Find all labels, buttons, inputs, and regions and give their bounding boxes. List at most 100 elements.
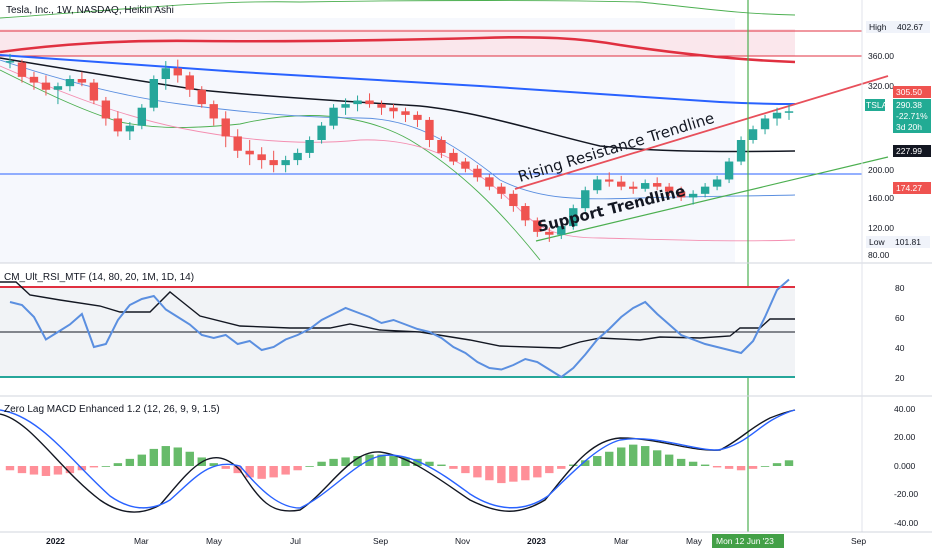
- candle-body[interactable]: [281, 160, 290, 166]
- time-label: 2022: [46, 536, 65, 546]
- rsi-pane[interactable]: CM_Ult_RSI_MTF (14, 80, 20, 1M, 1D, 14) …: [0, 272, 905, 383]
- candle-body[interactable]: [736, 140, 746, 162]
- level-value: 174.27: [896, 183, 922, 193]
- macd-hist-bar: [688, 461, 698, 466]
- candle-body[interactable]: [581, 190, 590, 209]
- candle-body[interactable]: [341, 104, 350, 108]
- support-trendline[interactable]: [535, 156, 889, 242]
- lower-envelope-pink: [0, 65, 796, 242]
- candle-body[interactable]: [485, 177, 494, 187]
- candle-body[interactable]: [113, 118, 123, 132]
- candle-body[interactable]: [221, 118, 230, 137]
- candle-body[interactable]: [257, 154, 266, 161]
- rsi-tick: 60: [895, 313, 905, 323]
- resistance-price-value: 305.50: [896, 87, 922, 97]
- macd-hist-bar: [245, 466, 254, 478]
- macd-tick: 0.000: [894, 461, 916, 471]
- candle-body[interactable]: [401, 111, 410, 115]
- candle-body[interactable]: [760, 118, 770, 130]
- candle-body[interactable]: [353, 100, 362, 105]
- candle-body[interactable]: [197, 89, 206, 105]
- rsi-tick: 80: [895, 283, 905, 293]
- candle-body[interactable]: [605, 179, 614, 182]
- candle-body[interactable]: [77, 79, 87, 83]
- candle-body[interactable]: [89, 82, 99, 101]
- candle-body[interactable]: [425, 119, 434, 140]
- candle-body[interactable]: [29, 76, 39, 83]
- candle-body[interactable]: [17, 62, 27, 77]
- macd-hist-bar: [125, 458, 135, 466]
- candle-body[interactable]: [557, 226, 566, 235]
- candle-body[interactable]: [617, 181, 626, 187]
- candle-body[interactable]: [473, 168, 482, 178]
- time-axis[interactable]: 2022 Mar May Jul Sep Nov 2023 Mar May Se…: [46, 534, 866, 548]
- candle-body[interactable]: [569, 208, 578, 227]
- candle-body[interactable]: [545, 231, 554, 235]
- resistance-trendline[interactable]: [514, 75, 889, 190]
- macd-hist-bar: [497, 466, 506, 484]
- candle-body[interactable]: [125, 125, 135, 132]
- symbol-tag-label: TSLA: [866, 100, 888, 110]
- candle-body[interactable]: [161, 68, 170, 79]
- candle-body[interactable]: [700, 186, 710, 194]
- candle-body[interactable]: [209, 104, 218, 119]
- candle-body[interactable]: [629, 186, 638, 189]
- candle-body[interactable]: [509, 193, 518, 207]
- candle-body[interactable]: [413, 114, 422, 120]
- candle-body[interactable]: [317, 125, 326, 140]
- candle-body[interactable]: [5, 61, 15, 63]
- macd-hist-bar: [5, 466, 15, 471]
- price-axis[interactable]: 360.00 320.00 200.00 160.00 120.00 80.00…: [865, 21, 931, 260]
- last-price-tag: [893, 99, 931, 133]
- candle-body[interactable]: [664, 186, 674, 192]
- candle-body[interactable]: [65, 79, 75, 87]
- candle-body[interactable]: [185, 75, 194, 90]
- candle-body[interactable]: [676, 191, 686, 198]
- candle-body[interactable]: [461, 161, 470, 169]
- candle-body[interactable]: [772, 112, 782, 119]
- macd-hist-bar: [461, 466, 470, 474]
- candle-body[interactable]: [365, 100, 374, 105]
- candle-body[interactable]: [377, 104, 386, 108]
- candle-body[interactable]: [640, 183, 650, 189]
- macd-hist-bar: [724, 466, 734, 469]
- candle-body[interactable]: [269, 160, 278, 166]
- candle-body[interactable]: [53, 86, 63, 90]
- candle-body[interactable]: [437, 140, 446, 153]
- candle-body[interactable]: [784, 111, 794, 113]
- candle-body[interactable]: [724, 161, 734, 180]
- candle-body[interactable]: [101, 100, 111, 119]
- candle-body[interactable]: [593, 179, 602, 191]
- macd-hist-bar: [748, 466, 758, 469]
- high-tag-label: High: [869, 22, 887, 32]
- macd-hist-bar: [772, 463, 782, 466]
- candle-body[interactable]: [712, 179, 722, 187]
- time-label: Nov: [455, 536, 471, 546]
- candle-body[interactable]: [688, 193, 698, 198]
- candle-body[interactable]: [245, 150, 254, 155]
- candle-body[interactable]: [41, 82, 51, 90]
- candle-body[interactable]: [305, 140, 314, 153]
- candle-body[interactable]: [748, 129, 758, 140]
- high-tag-value: 402.67: [897, 22, 923, 32]
- candle-body[interactable]: [137, 107, 147, 126]
- candle-body[interactable]: [233, 136, 242, 151]
- candle-body[interactable]: [173, 68, 182, 76]
- macd-pane[interactable]: Zero Lag MACD Enhanced 1.2 (12, 26, 9, 9…: [0, 404, 918, 528]
- time-label: Jul: [290, 536, 301, 546]
- macd-hist-bar: [664, 454, 674, 466]
- candle-body[interactable]: [533, 220, 542, 232]
- candle-body[interactable]: [449, 152, 458, 162]
- candle-body[interactable]: [497, 186, 506, 194]
- candle-body[interactable]: [293, 152, 302, 161]
- macd-tick: 40.00: [894, 404, 916, 414]
- macd-hist-bar: [41, 466, 51, 476]
- candle-body[interactable]: [652, 183, 662, 187]
- candle-body[interactable]: [389, 107, 398, 112]
- macd-hist-bar: [545, 466, 554, 474]
- candle-body[interactable]: [521, 206, 530, 221]
- candle-body[interactable]: [149, 79, 159, 108]
- candle-body[interactable]: [329, 107, 338, 126]
